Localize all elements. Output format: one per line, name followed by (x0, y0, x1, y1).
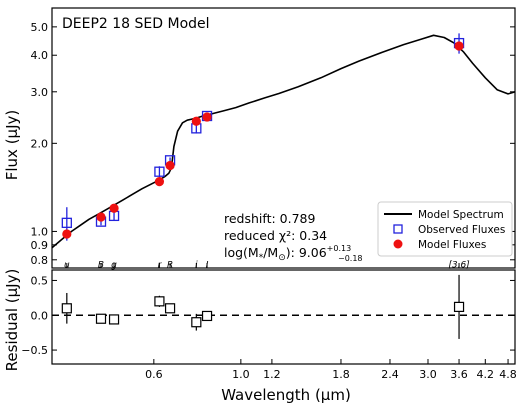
wavelength-xtick-label: 1.2 (263, 368, 281, 381)
model-flux-point (454, 41, 464, 51)
residual-point (164, 303, 176, 314)
wavelength-axis-label: Wavelength (μm) (221, 386, 351, 404)
wavelength-xtick-label: 3.6 (450, 368, 468, 381)
band-label-R: R (167, 261, 173, 271)
flux-ytick-label: 0.9 (31, 239, 49, 252)
observed-flux-point (61, 217, 72, 228)
residual-point (108, 314, 120, 325)
mass-sub-sun: ⊙ (278, 253, 286, 263)
legend-box (377, 201, 513, 257)
legend-square-swatch (393, 224, 403, 234)
model-flux-point (191, 116, 201, 126)
redshift-annotation: redshift: 0.789 (224, 211, 315, 226)
residual-plot-frame (51, 269, 516, 365)
model-flux-point (202, 112, 212, 122)
wavelength-xtick-label: 1.0 (232, 368, 250, 381)
mass-upper-err: +0.13 (327, 244, 352, 253)
residual-ytick-label: 0.5 (31, 274, 49, 287)
mass-lower-err: −0.18 (338, 254, 363, 263)
wavelength-xtick-label: 0.6 (145, 368, 163, 381)
flux-axis-label: Flux (μJy) (3, 110, 21, 181)
wavelength-xtick-label: 4.2 (477, 368, 495, 381)
residual-ytick-label: −0.5 (21, 344, 48, 357)
residual-point (61, 303, 72, 314)
chart-title: DEEP2 18 SED Model (62, 16, 210, 32)
flux-ytick-label: 3.0 (31, 86, 49, 99)
band-label-r: r (158, 261, 163, 271)
wavelength-xtick-label: 1.8 (332, 368, 350, 381)
mass-sub-star: * (259, 253, 264, 263)
residual-point (201, 310, 213, 322)
band-label-[3.6]: [3.6] (448, 261, 470, 271)
band-label-B: B (98, 261, 104, 271)
mass-mid: /M (263, 245, 278, 260)
legend-observed-fluxes: Observed Fluxes (418, 224, 505, 236)
band-label-g: g (111, 261, 117, 271)
legend-dot-swatch (393, 239, 403, 249)
wavelength-xtick-label: 3.0 (419, 368, 437, 381)
flux-ytick-label: 5.0 (31, 21, 49, 34)
mass-annotation: log(M*/M⊙): 9.06+0.13 −0.18 (224, 244, 363, 263)
legend: Model Spectrum Observed Fluxes Model Flu… (377, 201, 513, 257)
band-label-i: i (195, 261, 198, 271)
residual-panel: −0.5 0.0 0.5 0.6 1.0 1.2 1.8 2.4 3.0 3.6 4.2 4.8 (21, 269, 517, 381)
residual-axis-label: Residual (μJy) (3, 269, 21, 372)
flux-ytick-label: 4.0 (31, 49, 49, 62)
model-flux-point (109, 203, 119, 213)
sed-plot-frame (51, 7, 516, 269)
model-flux-point (165, 160, 175, 171)
residual-point (453, 301, 465, 313)
band-label-I: I (206, 261, 209, 271)
legend-model-fluxes: Model Fluxes (418, 239, 486, 251)
mass-suffix: ): 9.06 (286, 245, 327, 260)
mass-prefix: log(M (224, 245, 259, 260)
model-flux-point (154, 177, 165, 187)
residual-point (154, 296, 165, 307)
observed-flux-point (154, 166, 165, 177)
legend-model-spectrum: Model Spectrum (418, 209, 504, 221)
residual-ytick-label: 0.0 (31, 309, 49, 322)
wavelength-xtick-label: 4.8 (499, 368, 517, 381)
band-label-u: u (64, 261, 70, 271)
flux-ytick-label: 2.0 (31, 137, 49, 150)
flux-ytick-label: 1.0 (31, 225, 49, 238)
residual-point (191, 317, 202, 328)
model-flux-point (96, 212, 106, 222)
wavelength-xtick-label: 2.4 (381, 368, 399, 381)
flux-ytick-label: 0.8 (31, 254, 49, 267)
chi2-annotation: reduced χ²: 0.34 (224, 228, 327, 243)
model-flux-point (62, 229, 72, 239)
residual-point (95, 313, 107, 324)
